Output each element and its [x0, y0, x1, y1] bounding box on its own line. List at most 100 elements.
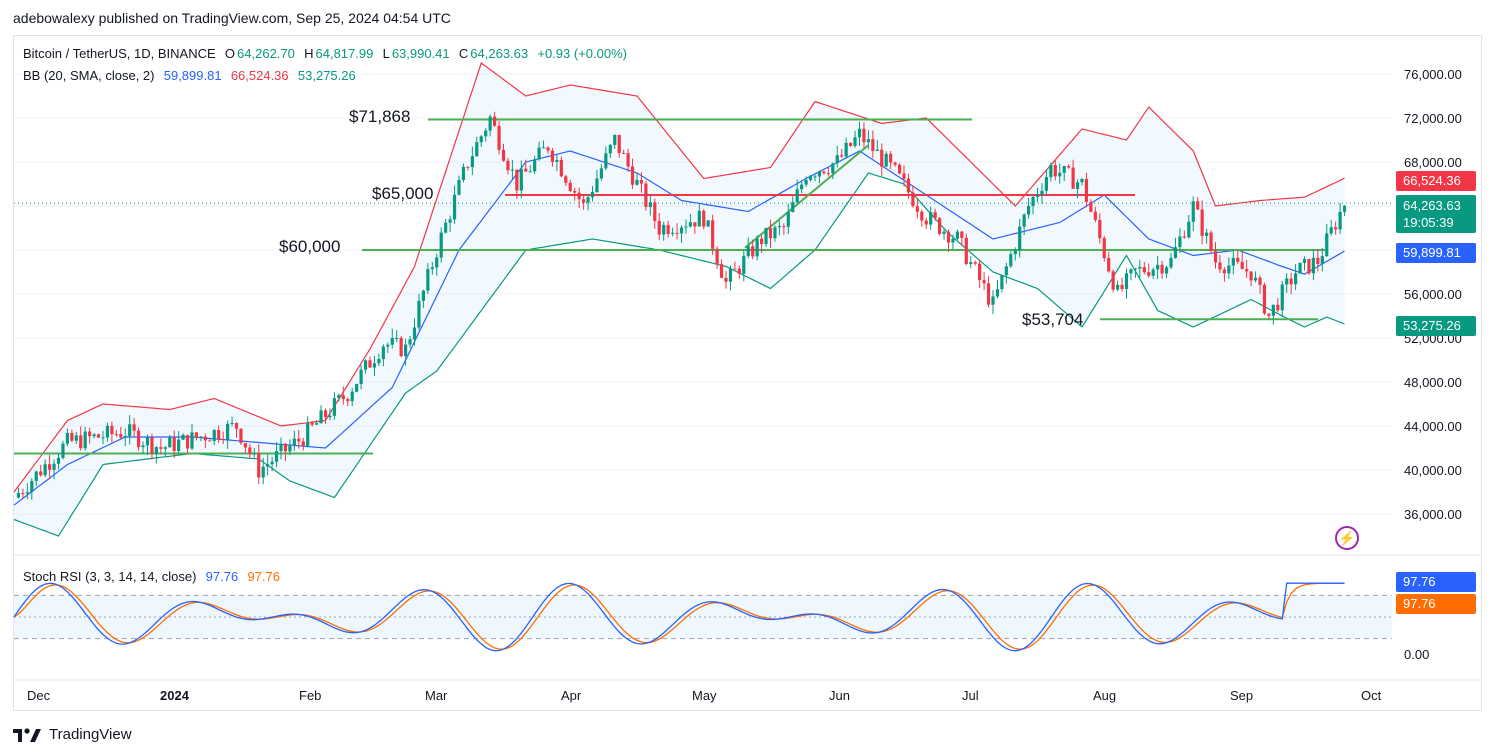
candle-body [942, 231, 946, 234]
candle-body [1071, 167, 1075, 189]
lightning-icon[interactable]: ⚡ [1335, 526, 1359, 550]
candle-body [1294, 273, 1298, 285]
candle-body [243, 443, 247, 448]
candle-body [613, 134, 617, 145]
bb-label[interactable]: BB (20, SMA, close, 2) [23, 68, 155, 83]
stoch-label[interactable]: Stoch RSI (3, 3, 14, 14, close) [23, 569, 197, 584]
candle-body [288, 445, 292, 452]
bb-upper-value: 66,524.36 [230, 68, 289, 83]
candle-body [417, 300, 421, 328]
candle-body [1196, 201, 1200, 210]
candle-body [1200, 209, 1204, 236]
x-tick: Dec [27, 688, 51, 703]
candle-body [430, 267, 434, 270]
candle-body [21, 493, 25, 495]
candle-body [1289, 278, 1293, 285]
candle-body [168, 437, 172, 448]
candle-body [1205, 232, 1209, 236]
candle-body [684, 226, 688, 228]
candle-body [719, 264, 724, 278]
candle-body [1173, 247, 1178, 258]
candle-body [626, 153, 630, 167]
candle-body [181, 434, 185, 440]
candle-body [902, 173, 906, 179]
candle-body [1249, 271, 1253, 281]
tradingview-logo-icon [13, 727, 41, 742]
stoch-y-tick: 0.00 [1404, 647, 1430, 662]
candle-body [662, 225, 666, 235]
change-value: +0.93 (+0.00%) [537, 46, 627, 61]
x-tick: Sep [1230, 688, 1254, 703]
candle-body [226, 423, 230, 440]
candle-body [1089, 201, 1093, 212]
candle-body [657, 220, 661, 235]
open-label: O [224, 46, 236, 61]
candle-body [804, 179, 808, 185]
candle-body [693, 222, 697, 227]
candle-body [310, 422, 314, 425]
candle-body [586, 197, 590, 203]
candle-body [137, 430, 141, 448]
candle-body [439, 232, 443, 258]
candle-body [25, 492, 29, 494]
candle-body [519, 168, 523, 191]
y-tick: 76,000.00 [1404, 67, 1462, 82]
candle-body [350, 391, 354, 402]
open-value: 64,262.70 [237, 46, 295, 61]
candle-body [506, 160, 510, 171]
candle-body [1178, 236, 1182, 248]
candle-body [577, 192, 581, 200]
candle-body [48, 464, 52, 470]
candle-body [1000, 275, 1004, 290]
candle-body [728, 268, 733, 282]
candle-body [537, 147, 541, 160]
candle-body [128, 424, 132, 437]
candle-body [951, 238, 955, 243]
candle-body [355, 383, 359, 392]
candle-body [573, 190, 577, 193]
x-tick: Jun [829, 688, 850, 703]
candle-body [702, 210, 706, 227]
candle-body [555, 159, 559, 162]
candle-body [1067, 166, 1071, 168]
stoch-d-line [13, 582, 1345, 650]
candle-body [840, 155, 844, 157]
candle-body [595, 178, 599, 192]
candle-body [742, 255, 746, 274]
candle-body [1013, 250, 1017, 255]
candle-body [479, 136, 483, 143]
candle-body [1084, 178, 1089, 202]
footer-brand[interactable]: TradingView [13, 726, 132, 743]
candle-body [1209, 232, 1213, 251]
candle-body [1004, 266, 1008, 276]
candle-body [390, 338, 394, 345]
level-label-53704: $53,704 [1022, 310, 1084, 329]
y-tick: 56,000.00 [1404, 287, 1462, 302]
candle-body [559, 159, 563, 177]
candle-body [955, 231, 959, 239]
candle-body [991, 296, 995, 305]
publisher-line: adebowalexy published on TradingView.com… [13, 10, 451, 26]
candle-body [1276, 304, 1280, 311]
candle-body [34, 471, 38, 481]
candle-body [795, 189, 799, 203]
candle-body [1222, 269, 1226, 274]
candle-body [359, 369, 363, 384]
symbol-legend: Bitcoin / TetherUS, 1D, BINANCE O 64,262.… [23, 46, 629, 61]
level-label-65000: $65,000 [372, 184, 434, 203]
symbol-name[interactable]: Bitcoin / TetherUS, 1D, BINANCE [23, 46, 216, 61]
candle-body [510, 169, 514, 171]
candle-body [421, 290, 425, 301]
candle-body [960, 231, 964, 238]
candle-body [817, 171, 822, 177]
candle-body [777, 226, 781, 228]
candle-body [1307, 258, 1311, 274]
candle-body [497, 125, 501, 150]
candle-body [119, 434, 123, 438]
candle-body [688, 222, 692, 227]
candle-body [56, 457, 61, 464]
candle-body [853, 137, 857, 146]
candle-body [1116, 284, 1120, 290]
candle-body [1142, 267, 1146, 273]
